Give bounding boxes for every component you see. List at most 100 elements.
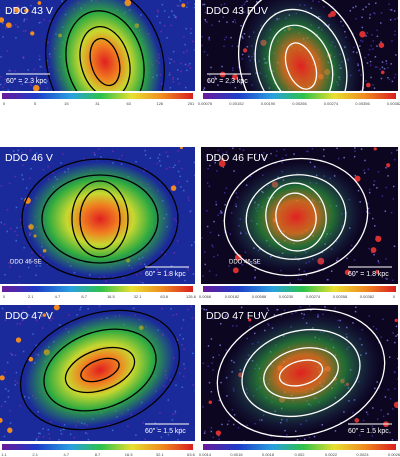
noise [46, 87, 49, 89]
colorbar-tick-label: 0.00266 [292, 101, 307, 106]
noise [16, 234, 18, 236]
noise [48, 433, 50, 435]
noise [180, 70, 182, 73]
noise [23, 30, 25, 32]
noise [201, 237, 203, 239]
colorbar-tick-label: 0.0026 [388, 452, 400, 457]
noise [35, 152, 38, 154]
noise [360, 74, 362, 76]
noise [170, 308, 172, 310]
star [373, 147, 377, 151]
noise [228, 265, 230, 267]
noise [223, 192, 226, 194]
noise [241, 35, 243, 38]
noise [47, 165, 49, 168]
noise [112, 276, 114, 279]
noise [165, 273, 167, 276]
noise [397, 357, 398, 360]
noise [22, 56, 24, 58]
noise [11, 354, 13, 356]
noise [334, 307, 336, 309]
noise [254, 276, 256, 279]
noise [263, 158, 265, 160]
colorbar-tick-label: 0.00358 [333, 294, 348, 299]
noise [355, 306, 357, 309]
noise [39, 254, 42, 256]
noise [172, 413, 174, 416]
noise [201, 307, 203, 310]
noise [38, 58, 41, 61]
noise [219, 212, 221, 215]
noise [362, 419, 365, 422]
noise [144, 438, 146, 441]
noise [308, 305, 311, 307]
noise [43, 19, 45, 21]
colorbar-tick-label: 63.6 [160, 294, 169, 299]
isophote [89, 37, 121, 87]
noise [192, 352, 194, 355]
noise [17, 26, 19, 28]
noise [310, 309, 312, 311]
noise [176, 240, 179, 242]
noise [172, 50, 175, 53]
noise [381, 195, 384, 197]
noise [305, 274, 308, 277]
noise [156, 9, 159, 12]
noise [202, 3, 204, 6]
noise [68, 314, 70, 316]
isophote [263, 347, 339, 399]
noise [165, 167, 168, 170]
galaxy-glow [25, 162, 175, 276]
noise [323, 148, 325, 151]
star [53, 305, 60, 311]
noise [393, 370, 396, 373]
image [0, 147, 195, 284]
noise [266, 307, 269, 310]
colorbar-tick-label: 16.5 [125, 452, 134, 457]
noise [5, 388, 7, 390]
noise [220, 4, 223, 6]
noise [364, 159, 366, 162]
noise [184, 86, 187, 89]
noise [178, 372, 181, 374]
scale-label: 60″ = 2.3 kpc [207, 78, 248, 85]
noise [365, 35, 367, 37]
noise [359, 45, 361, 47]
noise [164, 25, 166, 27]
noise [202, 89, 205, 91]
noise [60, 429, 62, 432]
noise [201, 44, 203, 47]
isophote [79, 26, 131, 91]
noise [371, 425, 374, 428]
noise [208, 270, 211, 272]
noise [376, 45, 378, 47]
noise [376, 29, 378, 32]
noise [367, 168, 370, 171]
scale-label: 60″ = 1.5 kpc [145, 428, 186, 435]
panel: DDO 47 V 60″ = 1.5 kpc [0, 305, 195, 441]
noise [331, 6, 334, 8]
noise [186, 266, 189, 269]
noise [73, 271, 76, 274]
noise [58, 439, 60, 441]
noise [220, 322, 222, 325]
noise [121, 154, 123, 157]
star [0, 417, 3, 423]
noise [168, 74, 171, 76]
noise [182, 338, 184, 340]
colorbar-tick-label: 0.0016 [230, 452, 243, 457]
noise [47, 313, 50, 316]
noise [373, 253, 375, 256]
noise [194, 49, 195, 51]
noise [340, 422, 342, 424]
noise [389, 431, 391, 434]
noise [396, 439, 398, 441]
noise [204, 18, 207, 21]
noise [219, 344, 221, 346]
noise [275, 154, 278, 157]
noise [183, 36, 185, 38]
colorbar-tick-label: 4.7 [55, 294, 61, 299]
noise [8, 69, 11, 72]
noise [14, 379, 17, 382]
noise [375, 328, 378, 330]
